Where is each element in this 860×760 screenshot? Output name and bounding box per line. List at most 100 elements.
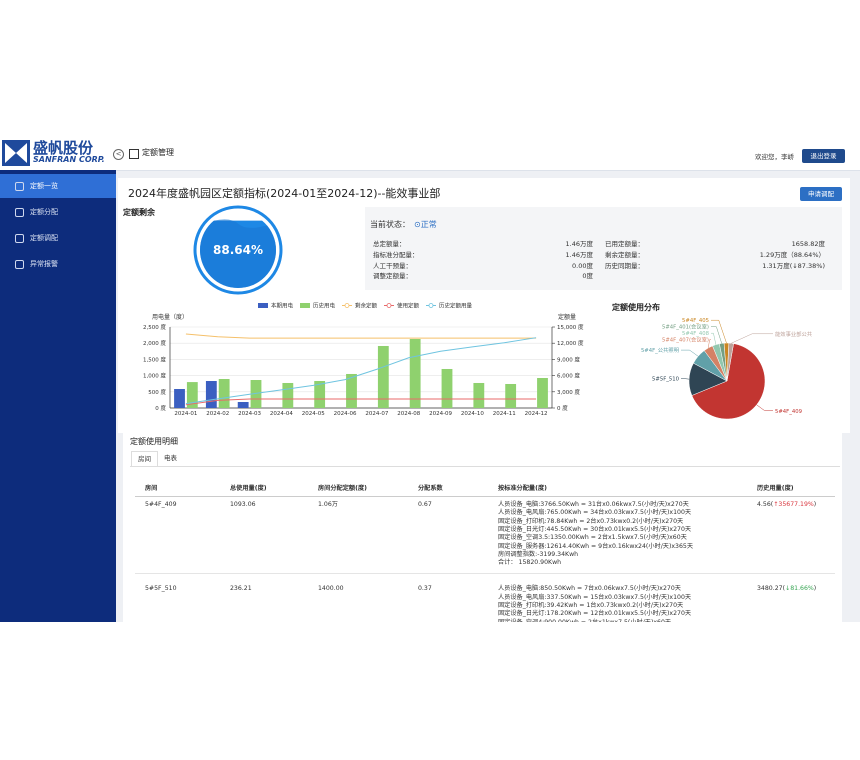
status-box (365, 207, 842, 290)
history-value: 3480.27( (757, 585, 786, 593)
status-value: 1.46万度 (565, 250, 593, 259)
y2-tick-label: 15,000 度 (557, 323, 584, 331)
status-key: 总定额量： (373, 240, 406, 248)
pie-label: 5#4F_公共照明 (641, 346, 679, 354)
logo-text: 盛帆股份 (33, 139, 94, 157)
table-cell-line: 固定设备_打印机:78.84Kwh = 2台x0.73kwx0.2(小时/天)x… (498, 517, 684, 525)
menu-item[interactable]: 异常报警 (0, 252, 116, 276)
logo-icon (2, 140, 30, 166)
bar (377, 345, 389, 408)
legend-label: 历史定额用量 (439, 302, 473, 310)
menu-item[interactable]: 定额一览 (0, 174, 116, 198)
table-cell: 0.67 (418, 501, 432, 508)
charts: 88.64% 用电量（度） 定额量 0 度 500 度 1,000 度 1,500 度 2,0… (143, 205, 813, 420)
table-header: 分配系数 (418, 485, 443, 492)
history-value: ) (813, 501, 817, 508)
menu-label: 异常报警 (30, 260, 58, 268)
table-header: 房间 (145, 485, 158, 492)
bar (441, 368, 453, 408)
legend-swatch (300, 303, 310, 308)
status-key: 指标准分配量： (373, 250, 419, 259)
pie-leader (711, 332, 717, 345)
menu-item[interactable]: 定额调配 (0, 226, 116, 250)
status-key: 历史同期量： (605, 261, 644, 270)
bar (505, 383, 517, 408)
apply-button[interactable]: 申请调配 (800, 187, 842, 201)
history-value: ) (813, 585, 817, 593)
status-value: 0.00度 (572, 261, 593, 270)
bar (205, 381, 217, 408)
bar (186, 382, 198, 408)
table-cell: 5#5F_510 (145, 585, 177, 593)
pie-label: 5#5F_510 (652, 377, 680, 383)
pie-label: 5#4F_408 (682, 331, 710, 337)
back-button[interactable]: < (113, 149, 124, 160)
table-cell-line: 固定设备_空调4:900.00Kwh = 2台x1kwx7.5(小时/天)x60… (498, 619, 671, 622)
table-cell-line: 合计： 15820.90Kwh (498, 559, 562, 567)
pie-title: 定额使用分布 (611, 302, 660, 312)
logout-button[interactable]: 退出登录 (802, 149, 845, 163)
app: 盛帆股份 SANFRAN CORP. < 定额管理 欢迎您，李峤 退出登录 定额… (0, 137, 860, 622)
x-tick-label: 2024-02 (206, 411, 229, 417)
tab[interactable]: 房间 (131, 451, 158, 467)
status-value: 1658.82度 (791, 240, 825, 248)
legend-swatch (258, 303, 268, 308)
table-header: 房间分配定额(度) (318, 485, 367, 492)
menu-label: 定额分配 (30, 208, 58, 216)
table-cell-line: 房间调整指数:-3199.34Kwh (498, 550, 579, 558)
line (185, 333, 537, 339)
y2-tick-label: 3,000 度 (557, 388, 580, 396)
welcome: 欢迎您，李峤 (755, 153, 794, 161)
table-cell-line: 人员设备_电风扇:337.50Kwh = 15台x0.03kwx7.5(小时/天… (498, 593, 692, 601)
tab[interactable]: 电表 (164, 454, 177, 462)
history-value: 4.56( (757, 501, 774, 508)
table-cell: 236.21 (230, 585, 252, 593)
table-cell-line: 固定设备_空调3.5:1350.00Kwh = 2台x1.5kwx7.5(小时/… (498, 534, 687, 542)
change-rate: ↑35677.19% (773, 501, 814, 508)
y-axis-title: 用电量（度） (152, 313, 188, 321)
table-cell-line: 固定设备_日光灯:445.50Kwh = 30台x0.01kwx5.5(小时/天… (498, 525, 692, 533)
module-name: 定额管理 (142, 148, 174, 157)
menu-icon (15, 260, 24, 269)
change-rate: ↓81.66% (785, 585, 814, 593)
menu-item[interactable]: 定额分配 (0, 200, 116, 224)
logo-subtext: SANFRAN CORP. (33, 155, 105, 164)
y-tick-label: 500 度 (148, 388, 166, 396)
pie-leader (681, 349, 699, 357)
y2-axis-title: 定额量 (558, 313, 576, 321)
y-tick-label: 2,000 度 (143, 339, 166, 347)
table-header: 总使用量(度) (230, 485, 267, 492)
row-divider (135, 573, 835, 575)
bar (409, 338, 421, 408)
pie-label: 5#4F_401(会议室) (662, 323, 709, 331)
status-value: 1.46万度 (565, 240, 593, 248)
table-cell: 5#4F_409 (145, 501, 177, 508)
y2-tick-label: 0 度 (557, 404, 568, 412)
status-value: 1.29万度（88.64%） (759, 250, 825, 259)
bar (174, 389, 185, 408)
table-cell-line: 人员设备_电脑:850.50Kwh = 7台x0.06kwx7.5(小时/天)x… (498, 585, 681, 593)
table-header-bg (135, 482, 835, 497)
detail-card (123, 433, 842, 622)
y-tick-label: 2,500 度 (143, 323, 166, 331)
x-tick-label: 2024-01 (174, 411, 197, 417)
pie-label: 5#4F_409 (775, 409, 802, 415)
bar (250, 380, 262, 408)
detail-title: 定额使用明细 (130, 437, 178, 446)
status-key: 剩余定额量： (605, 250, 644, 259)
bar (282, 382, 294, 408)
table-cell: 1.06万 (318, 501, 338, 508)
status-label: 当前状态： (370, 220, 410, 229)
table-cell: 1093.06 (230, 501, 256, 508)
x-tick-label: 2024-07 (365, 411, 388, 417)
table-cell-line: 固定设备_服务器:12614.40Kwh = 9台x0.16kwx24(小时/天… (498, 542, 694, 550)
bar (237, 402, 249, 408)
line (185, 398, 537, 406)
status-value: 1.31万度(↓87.38%) (762, 261, 825, 270)
pie-label: 5#4F_407(会议室) (662, 336, 709, 344)
x-tick-label: 2024-09 (429, 411, 452, 417)
pie-leader (711, 326, 722, 344)
table-cell-line: 人员设备_电风扇:765.00Kwh = 34台x0.03kwx7.5(小时/天… (498, 509, 692, 517)
gauge-label: 88.64% (213, 243, 263, 257)
status-value: 0度 (582, 272, 593, 281)
